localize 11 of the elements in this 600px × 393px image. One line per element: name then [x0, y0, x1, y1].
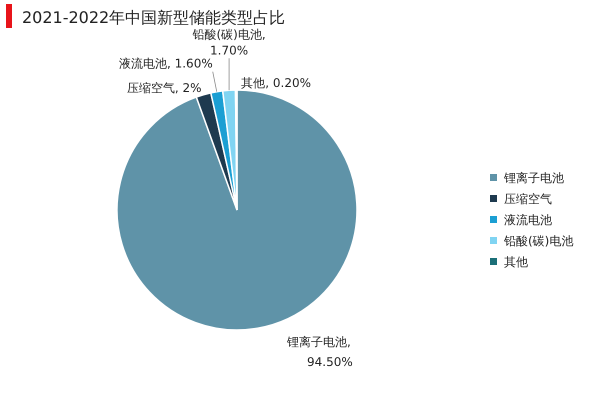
- legend-label: 压缩空气: [504, 192, 552, 206]
- legend-label: 其他: [504, 255, 528, 269]
- legend-label: 铅酸(碳)电池: [503, 234, 574, 248]
- chart-title: 2021-2022年中国新型储能类型占比: [22, 8, 286, 27]
- legend-label: 锂离子电池: [503, 171, 564, 185]
- data-label: 铅酸(碳)电池, 1.70%: [191, 27, 266, 58]
- data-label: 锂离子电池, 94.50%: [286, 335, 353, 370]
- data-label: 液流电池, 1.60%: [118, 56, 213, 71]
- data-label: 其他, 0.20%: [241, 76, 312, 90]
- data-label: 压缩空气, 2%: [126, 80, 202, 95]
- legend-label: 液流电池: [504, 213, 552, 227]
